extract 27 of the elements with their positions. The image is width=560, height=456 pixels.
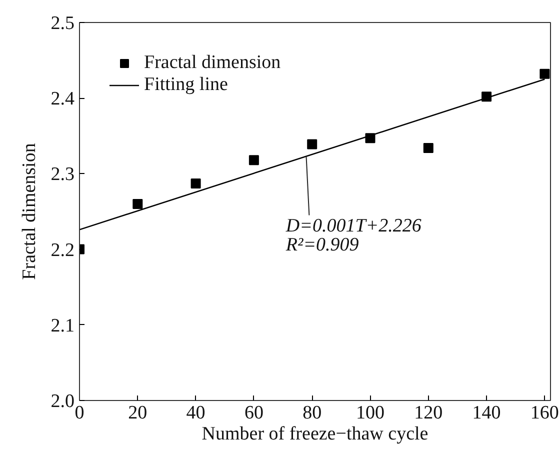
legend-label: Fractal dimension [144,52,281,74]
x-tick-label: 0 [74,402,84,424]
x-tick-label: 40 [186,402,206,424]
x-tick-label: 160 [530,402,559,424]
y-tick-label: 2.5 [50,13,74,34]
x-tick-label: 80 [302,402,322,424]
y-tick-label: 2.0 [50,391,74,412]
point [423,142,434,153]
legend-label: Fitting line [144,74,228,96]
x-axis-title: Number of freeze−thaw cycle [202,424,428,444]
x-tick-label: 60 [244,402,264,424]
annotation: R²=0.909 [284,234,360,256]
x-tick-label: 100 [356,402,384,424]
y-tick-label: 2.1 [50,315,74,336]
y-axis-title: Fractal dimension [18,142,40,280]
point [190,178,201,189]
annotation: D=0.001T+2.226 [284,215,422,236]
y-tick-label: 2.2 [50,240,74,261]
point [307,139,318,150]
y-tick-label: 2.3 [50,164,74,186]
point [248,155,259,166]
x-tick-label: 140 [472,402,501,424]
point [132,198,143,209]
y-tick-label: 2.4 [50,88,75,110]
x-tick-label: 120 [414,402,443,424]
point [540,68,550,79]
x-tick-label: 20 [128,402,148,424]
